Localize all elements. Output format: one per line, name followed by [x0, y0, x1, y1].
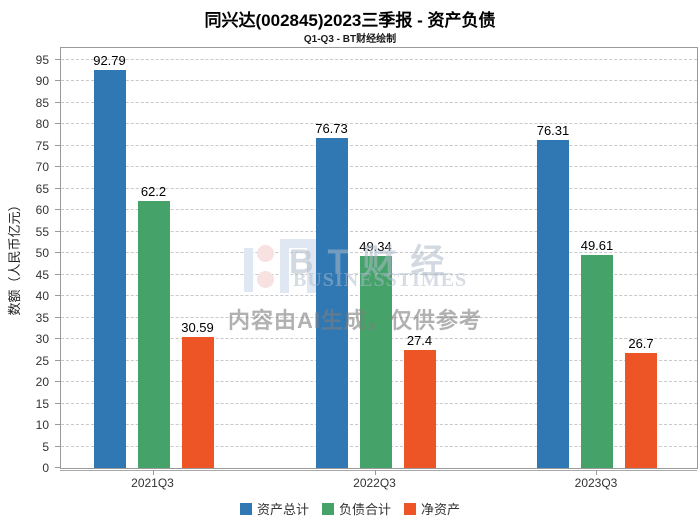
gridline-55: [61, 230, 697, 232]
x-tick-label-2022Q3: 2022Q3: [353, 476, 396, 490]
bar-净资产-2021Q3: 30.59: [181, 320, 214, 468]
bar-资产总计-2021Q3: 92.79: [93, 53, 126, 468]
y-tick-label-15: 15: [35, 396, 49, 411]
y-axis: 0 5 10 15 20 25 30 35 40 45 50 55 60 65 70 75 80 85 90 95: [0, 47, 60, 474]
y-tick-label-80: 80: [35, 117, 49, 132]
y-tick-label-35: 35: [35, 310, 49, 325]
bar-group-2023Q3: 76.31 49.61 26.7: [537, 48, 657, 468]
bar-value-label: 76.73: [315, 121, 348, 137]
y-tick-label-65: 65: [35, 181, 49, 196]
legend-item-负债合计: 负债合计: [321, 499, 391, 518]
legend-item-净资产: 净资产: [404, 499, 460, 518]
legend-swatch-负债合计: [321, 502, 334, 515]
y-tick-mark-95: [55, 59, 60, 60]
bar-value-label: 49.34: [359, 239, 392, 255]
gridline-60: [61, 209, 697, 211]
y-tick-mark-45: [55, 273, 60, 275]
gridline-65: [61, 187, 697, 189]
chart-title: 同兴达(002845)2023三季报 - 资产负债: [204, 11, 496, 30]
gridline-80: [61, 123, 697, 125]
bar-group-2022Q3: 76.73 49.34 27.4: [315, 48, 436, 468]
y-tick-mark-30: [55, 338, 60, 340]
y-tick-mark-60: [55, 209, 60, 211]
y-tick-mark-70: [55, 166, 60, 168]
y-tick-mark-20: [55, 381, 60, 383]
y-tick-mark-15: [55, 402, 60, 404]
bar-value-label: 62.2: [140, 183, 167, 199]
legend-label: 负债合计: [338, 502, 391, 517]
y-tick-label-50: 50: [35, 246, 49, 261]
y-tick-label-90: 90: [35, 74, 49, 89]
y-tick-label-95: 95: [35, 53, 49, 67]
x-tick-label-2023Q3: 2023Q3: [574, 476, 618, 490]
y-tick-label-0: 0: [42, 461, 49, 475]
plot-area: BT财经 BUSINESSTIMES 内容由AI生成，仅供参考 92.79 62.…: [60, 47, 698, 469]
x-tick-label-2021Q3: 2021Q3: [131, 476, 174, 490]
legend: 资产总计 负债合计 净资产: [0, 499, 700, 518]
gridline-95: [61, 59, 697, 60]
bar-value-label: 76.31: [536, 123, 570, 139]
bar-净资产-2022Q3: 27.4: [403, 333, 436, 468]
bar-value-label: 26.7: [628, 336, 654, 352]
legend-label: 资产总计: [256, 502, 309, 517]
x-axis-line: [60, 470, 697, 471]
x-tick-mark-2022Q3: [374, 470, 376, 475]
y-tick-mark-10: [55, 424, 60, 426]
bar-净资产-2023Q3: 26.7: [625, 336, 657, 468]
gridline-70: [61, 166, 697, 168]
y-tick-label-5: 5: [42, 439, 49, 454]
y-tick-mark-40: [55, 295, 60, 297]
y-tick-label-25: 25: [35, 353, 49, 368]
gridline-85: [61, 101, 697, 103]
legend-swatch-净资产: [404, 502, 416, 515]
bar-负债合计-2023Q3: 49.61: [581, 238, 613, 468]
bar-group-2021Q3: 92.79 62.2 30.59: [93, 48, 214, 468]
y-tick-mark-35: [55, 316, 60, 318]
bt-logo-watermark-icon: [244, 239, 316, 293]
y-tick-mark-85: [55, 101, 60, 103]
y-tick-mark-90: [55, 80, 60, 82]
chart-subtitle: Q1-Q3 - BT财经绘制: [303, 34, 397, 45]
y-tick-mark-0: [55, 467, 60, 468]
y-tick-mark-75: [55, 144, 60, 146]
y-tick-label-75: 75: [35, 138, 49, 153]
x-tick-mark-2023Q3: [596, 470, 597, 475]
y-tick-label-20: 20: [35, 375, 49, 390]
y-tick-label-40: 40: [35, 289, 49, 304]
y-tick-mark-25: [55, 359, 60, 361]
y-tick-label-30: 30: [35, 332, 49, 347]
legend-label: 净资产: [421, 502, 461, 517]
y-tick-label-10: 10: [35, 418, 49, 433]
x-tick-mark-2021Q3: [152, 470, 154, 475]
y-tick-mark-5: [55, 445, 60, 447]
bar-value-label: 92.79: [93, 52, 126, 68]
y-tick-mark-50: [55, 252, 60, 254]
bar-value-label: 49.61: [580, 237, 614, 253]
gridline-90: [61, 80, 697, 82]
y-tick-label-60: 60: [35, 203, 49, 218]
bar-资产总计-2023Q3: 76.31: [537, 123, 569, 468]
y-tick-mark-55: [55, 230, 60, 232]
y-tick-label-70: 70: [35, 160, 49, 175]
y-tick-label-85: 85: [35, 95, 49, 110]
y-tick-label-55: 55: [35, 224, 49, 239]
gridline-50: [61, 252, 697, 254]
bar-资产总计-2022Q3: 76.73: [315, 121, 348, 468]
legend-item-资产总计: 资产总计: [239, 499, 309, 518]
y-tick-label-45: 45: [35, 267, 49, 282]
bar-value-label: 27.4: [406, 333, 433, 349]
legend-swatch-资产总计: [239, 502, 252, 515]
y-tick-mark-80: [55, 123, 60, 125]
bar-value-label: 30.59: [181, 319, 214, 335]
bar-负债合计-2021Q3: 62.2: [137, 184, 170, 468]
bar-负债合计-2022Q3: 49.34: [359, 239, 392, 468]
y-tick-mark-65: [55, 187, 60, 189]
gridline-75: [61, 144, 697, 146]
